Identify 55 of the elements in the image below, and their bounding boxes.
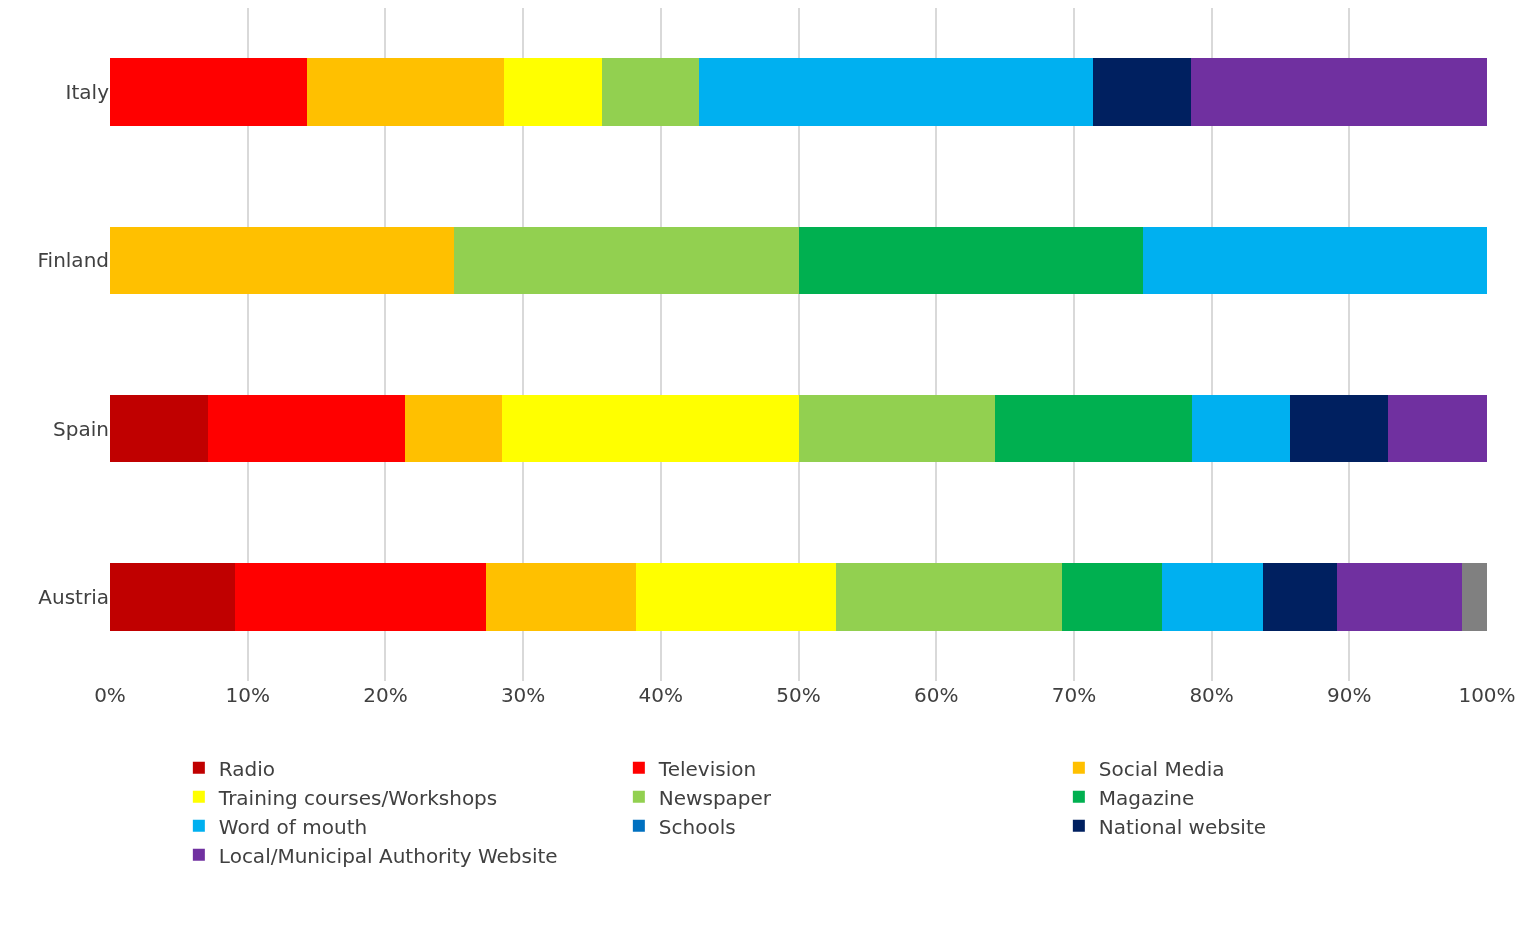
x-tick-label: 90% xyxy=(1327,683,1372,707)
bar xyxy=(798,226,1143,295)
y-tick-label: Italy xyxy=(65,80,110,105)
legend-label: Schools xyxy=(658,814,736,839)
bar xyxy=(1387,394,1487,463)
legend-label: Magazine xyxy=(1098,785,1195,810)
bar xyxy=(235,563,486,631)
x-tick-label: 60% xyxy=(913,683,959,707)
x-tick-label: 30% xyxy=(500,683,546,707)
bar xyxy=(503,58,602,126)
bar xyxy=(1192,394,1291,463)
x-tick-label: 40% xyxy=(638,683,684,707)
bar xyxy=(110,563,236,631)
x-tick-label: 50% xyxy=(776,683,821,707)
bar xyxy=(1462,563,1487,631)
bar xyxy=(207,394,405,463)
x-tick-label: 0% xyxy=(94,683,126,707)
bar xyxy=(1262,563,1337,631)
legend-label: Local/Municipal Authority Website xyxy=(218,843,558,868)
bar xyxy=(1336,563,1463,631)
bar xyxy=(1290,394,1388,463)
y-tick-label: Finland xyxy=(37,248,109,273)
bar xyxy=(404,394,503,463)
bar xyxy=(454,226,799,295)
legend-label: Training courses/Workshops xyxy=(217,785,498,810)
legend-label: Newspaper xyxy=(658,785,772,810)
bar xyxy=(699,58,1094,126)
x-tick-label: 20% xyxy=(363,683,408,707)
legend-label: National website xyxy=(1098,814,1267,839)
bar xyxy=(110,394,208,463)
bar xyxy=(306,58,504,126)
legend-label: Social Media xyxy=(1098,756,1225,781)
bar xyxy=(485,563,637,631)
bar xyxy=(110,226,455,295)
legend-label: Word of mouth xyxy=(218,814,368,839)
bar xyxy=(110,58,307,126)
bar xyxy=(1162,563,1263,631)
x-tick-label: 70% xyxy=(1051,683,1097,707)
legend-label: Radio xyxy=(218,756,276,781)
bar xyxy=(1061,563,1163,631)
bar xyxy=(835,563,1062,631)
x-tick-label: 10% xyxy=(225,683,270,707)
legend-label: Television xyxy=(657,756,757,781)
bar xyxy=(995,394,1193,463)
y-tick-label: Spain xyxy=(53,416,109,441)
bar xyxy=(502,394,799,463)
bar xyxy=(798,394,996,463)
bar xyxy=(1190,58,1487,126)
bar xyxy=(1093,58,1191,126)
bar xyxy=(601,58,700,126)
bar xyxy=(636,563,836,631)
x-tick-label: 100% xyxy=(1458,683,1516,707)
bar xyxy=(1142,226,1487,295)
x-tick-label: 80% xyxy=(1189,683,1234,707)
y-tick-label: Austria xyxy=(38,584,109,609)
